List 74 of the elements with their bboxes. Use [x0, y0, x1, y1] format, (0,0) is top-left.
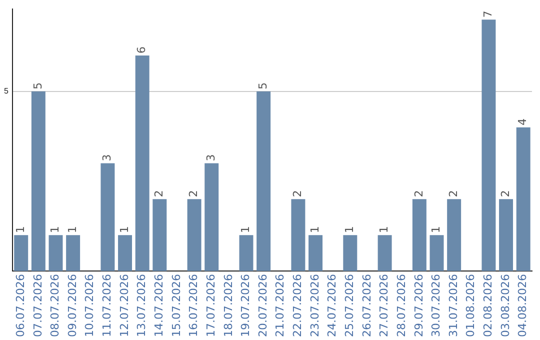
bar	[447, 199, 462, 272]
data-label: 1	[48, 226, 62, 234]
bar	[100, 163, 115, 272]
bar	[256, 91, 271, 272]
x-tick-label: 29.07.2026	[412, 274, 426, 338]
x-tick-label: 31.07.2026	[446, 274, 460, 338]
x-tick-label: 19.07.2026	[239, 274, 252, 338]
x-tick-label: 28.07.2026	[394, 274, 408, 338]
x-tick-label: 07.07.2026	[31, 274, 44, 338]
bar	[308, 235, 323, 272]
data-label: 7	[482, 10, 495, 18]
data-label: 1	[308, 226, 322, 234]
x-tick-label: 12.07.2026	[118, 274, 131, 338]
data-label: 1	[14, 226, 27, 234]
bar	[152, 199, 167, 272]
bar	[31, 91, 46, 272]
bar	[516, 127, 530, 272]
x-tick-label: 06.07.2026	[14, 274, 27, 338]
x-tick-label: 14.07.2026	[152, 274, 166, 338]
bar	[187, 199, 202, 272]
x-tick-label: 21.07.2026	[274, 274, 287, 338]
data-label: 6	[135, 46, 148, 54]
bar	[204, 163, 219, 272]
x-tick-label: 24.07.2026	[326, 274, 339, 338]
x-tick-label: 15.07.2026	[170, 274, 183, 338]
x-tick-label: 27.07.2026	[378, 274, 391, 338]
x-tick-label: 22.07.2026	[291, 274, 304, 338]
x-tick-label: 09.07.2026	[66, 274, 79, 338]
x-tick-label: 23.07.2026	[308, 274, 322, 338]
bar	[66, 235, 80, 272]
data-label: 1	[343, 226, 356, 234]
x-tick-label: 30.07.2026	[430, 274, 443, 338]
data-label: 2	[446, 190, 460, 198]
bar	[499, 199, 514, 272]
data-label: 1	[118, 226, 131, 234]
data-label: 2	[498, 190, 512, 198]
x-tick-label: 04.08.2026	[516, 274, 530, 338]
bar	[482, 20, 496, 272]
bar	[430, 235, 444, 272]
data-label: 1	[430, 226, 443, 234]
data-label: 1	[239, 226, 252, 234]
data-label: 2	[412, 190, 426, 198]
bar	[291, 199, 306, 272]
bar	[343, 235, 358, 272]
bar	[118, 235, 132, 272]
data-label: 3	[204, 154, 218, 162]
bar	[239, 235, 254, 272]
x-tick-label: 26.07.2026	[360, 274, 374, 338]
x-tick-label: 03.08.2026	[498, 274, 512, 338]
data-label: 2	[152, 190, 166, 198]
x-tick-label: 02.08.2026	[482, 274, 495, 338]
data-label: 1	[378, 226, 391, 234]
x-tick-label: 16.07.2026	[187, 274, 200, 338]
bar	[48, 235, 63, 272]
x-tick-label: 25.07.2026	[343, 274, 356, 338]
data-label: 1	[66, 226, 79, 234]
bar	[378, 235, 392, 272]
data-label: 3	[100, 154, 114, 162]
bar	[135, 55, 150, 272]
bar	[412, 199, 426, 272]
data-label: 2	[291, 190, 304, 198]
x-tick-label: 08.07.2026	[48, 274, 62, 338]
data-label: 5	[31, 82, 44, 90]
x-tick-label: 10.07.2026	[83, 274, 96, 338]
x-tick-label: 20.07.2026	[256, 274, 270, 338]
x-tick-label: 17.07.2026	[204, 274, 218, 338]
data-label: 2	[187, 190, 200, 198]
x-tick-label: 11.07.2026	[100, 274, 114, 338]
data-label: 4	[516, 118, 530, 126]
bar	[14, 235, 28, 272]
x-tick-label: 13.07.2026	[135, 274, 148, 338]
data-label: 5	[256, 82, 270, 90]
x-tick-label: 18.07.2026	[222, 274, 235, 338]
x-tick-label: 01.08.2026	[464, 274, 478, 338]
